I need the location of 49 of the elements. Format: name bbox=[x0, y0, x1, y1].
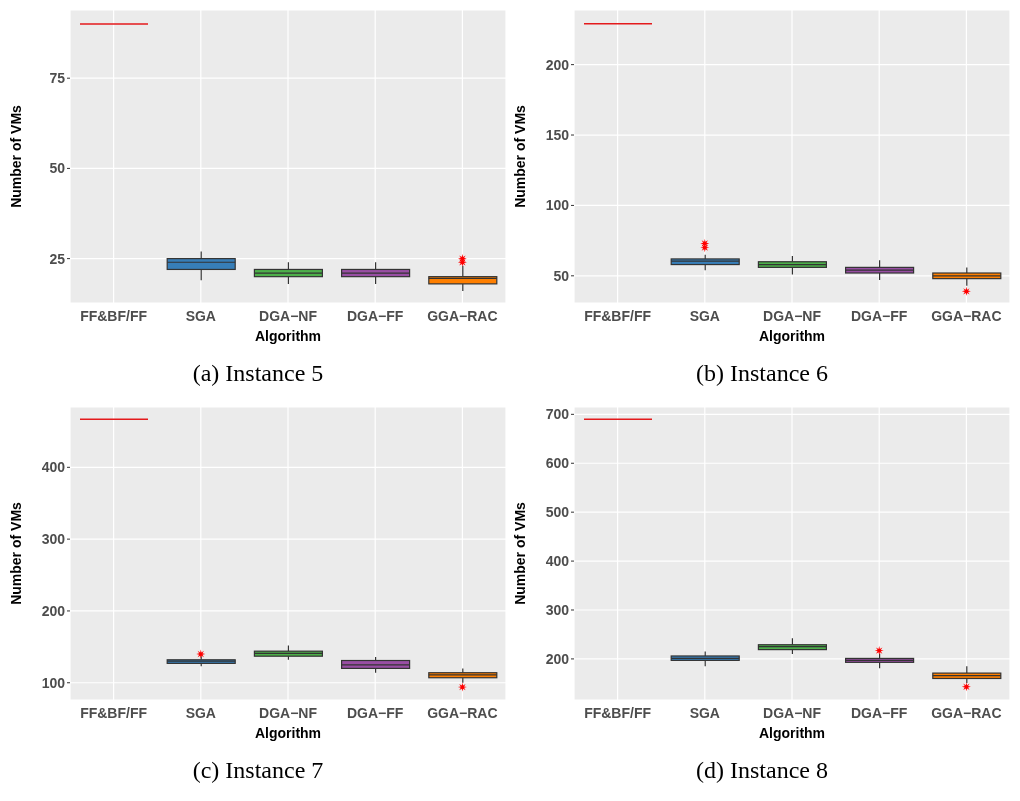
y-tick-label: 75 bbox=[49, 70, 66, 87]
x-tick-label: DGA−FF bbox=[347, 307, 404, 324]
x-tick-label: SGA bbox=[689, 307, 720, 324]
y-tick-label: 200 bbox=[545, 56, 570, 73]
x-tick-label: SGA bbox=[185, 307, 216, 324]
y-tick-label: 200 bbox=[545, 650, 570, 667]
x-axis-title: Algorithm bbox=[254, 725, 322, 741]
y-axis-title: Number of VMs bbox=[511, 104, 528, 208]
y-tick-label: 25 bbox=[49, 250, 66, 267]
y-tick-label: 50 bbox=[553, 267, 570, 284]
x-axis-title: Algorithm bbox=[758, 725, 826, 741]
x-tick-label: FF&BF/FF bbox=[80, 307, 148, 324]
text: (a) Instance 5 bbox=[191, 359, 325, 388]
y-axis-title: Number of VMs bbox=[7, 501, 24, 605]
y-tick-label: 200 bbox=[41, 602, 66, 619]
y-tick-label: 100 bbox=[545, 197, 570, 214]
x-tick-label: FF&BF/FF bbox=[584, 704, 652, 721]
x-tick-label: GGA−RAC bbox=[427, 704, 498, 721]
x-tick-label: GGA−RAC bbox=[931, 704, 1002, 721]
y-tick-label: 50 bbox=[49, 160, 66, 177]
y-tick-label: 400 bbox=[41, 459, 66, 476]
y-axis-title: Number of VMs bbox=[7, 104, 24, 208]
x-tick-label: DGA−NF bbox=[763, 704, 822, 721]
y-axis-title: Number of VMs bbox=[511, 501, 528, 605]
y-tick-label: 600 bbox=[545, 455, 570, 472]
x-axis-title: Algorithm bbox=[758, 328, 826, 344]
y-tick-label: 100 bbox=[41, 674, 66, 691]
text: (c) Instance 7 bbox=[191, 756, 325, 785]
x-tick-label: GGA−RAC bbox=[931, 307, 1002, 324]
x-tick-label: DGA−FF bbox=[851, 307, 908, 324]
y-tick-label: 700 bbox=[545, 406, 570, 423]
y-tick-label: 300 bbox=[545, 601, 570, 618]
x-tick-label: SGA bbox=[185, 704, 216, 721]
y-tick-label: 300 bbox=[41, 531, 66, 548]
y-tick-label: 150 bbox=[545, 127, 570, 143]
x-tick-label: FF&BF/FF bbox=[80, 704, 148, 721]
x-axis-title: Algorithm bbox=[254, 328, 322, 344]
x-tick-label: DGA−NF bbox=[259, 704, 318, 721]
x-tick-label: DGA−FF bbox=[347, 704, 404, 721]
x-tick-label: SGA bbox=[689, 704, 720, 721]
text: (b) Instance 6 bbox=[695, 359, 829, 388]
y-tick-label: 500 bbox=[545, 504, 570, 521]
x-tick-label: FF&BF/FF bbox=[584, 307, 652, 324]
text: (d) Instance 8 bbox=[695, 756, 829, 785]
x-tick-label: DGA−NF bbox=[259, 307, 318, 324]
x-tick-label: DGA−FF bbox=[851, 704, 908, 721]
x-tick-label: GGA−RAC bbox=[427, 307, 498, 324]
y-tick-label: 400 bbox=[545, 553, 570, 570]
x-tick-label: DGA−NF bbox=[763, 307, 822, 324]
